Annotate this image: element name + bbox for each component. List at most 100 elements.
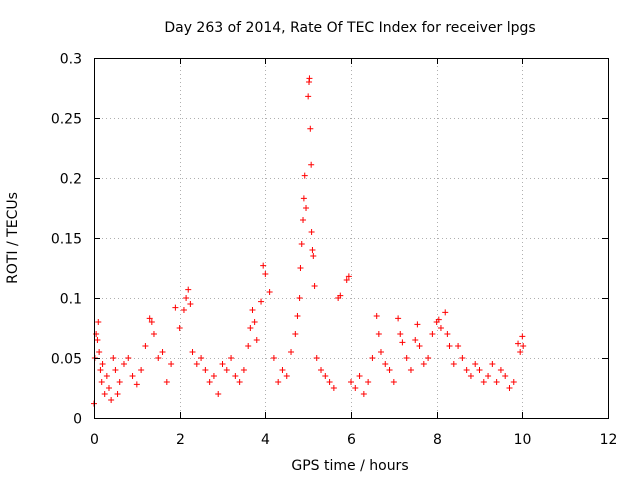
- data-point: [258, 298, 265, 305]
- data-point: [99, 361, 106, 367]
- data-point: [412, 337, 419, 343]
- data-point: [251, 319, 258, 325]
- data-point: [510, 379, 517, 385]
- data-point: [176, 325, 183, 331]
- data-point: [382, 361, 389, 367]
- data-point: [219, 361, 226, 367]
- data-point: [480, 379, 487, 385]
- data-point: [94, 337, 101, 343]
- data-point: [343, 277, 350, 283]
- data-point: [228, 355, 235, 361]
- x-tick-label: 10: [514, 432, 532, 448]
- data-point: [292, 331, 299, 337]
- data-point: [223, 367, 230, 373]
- data-point: [103, 373, 110, 379]
- data-point: [294, 313, 301, 319]
- data-point: [506, 385, 513, 391]
- data-point: [129, 373, 136, 379]
- data-point: [249, 307, 256, 313]
- data-point: [416, 343, 423, 349]
- y-tick-label: 0.05: [51, 352, 82, 368]
- data-point: [390, 379, 397, 385]
- data-point: [467, 373, 474, 379]
- data-point: [497, 367, 504, 373]
- data-point: [155, 355, 162, 361]
- data-point: [301, 172, 308, 179]
- data-point: [459, 355, 466, 361]
- x-tick-label: 4: [261, 432, 270, 448]
- data-point: [168, 361, 175, 367]
- data-point: [97, 367, 104, 373]
- data-point: [407, 367, 414, 373]
- data-point: [215, 391, 222, 397]
- data-point: [395, 315, 402, 322]
- x-tick-label: 0: [90, 432, 99, 448]
- data-point: [472, 361, 479, 367]
- data-point: [502, 373, 509, 379]
- data-point: [444, 331, 451, 337]
- data-point: [360, 391, 367, 397]
- data-point: [138, 367, 145, 373]
- data-point: [373, 313, 380, 319]
- y-tick-label: 0.3: [60, 52, 82, 68]
- data-point: [305, 93, 312, 100]
- data-point: [279, 367, 286, 373]
- data-points: [91, 75, 527, 407]
- data-point: [318, 367, 325, 373]
- data-point: [275, 379, 282, 385]
- data-point: [306, 75, 313, 82]
- x-tick-label: 6: [347, 432, 356, 448]
- data-point: [300, 217, 307, 223]
- data-point: [442, 309, 449, 316]
- data-point: [397, 331, 404, 337]
- data-point: [435, 316, 442, 323]
- data-point: [232, 373, 239, 379]
- data-point: [189, 349, 196, 355]
- data-point: [297, 265, 304, 271]
- y-tick-label: 0.2: [60, 172, 82, 188]
- data-point: [308, 161, 315, 168]
- data-point: [110, 355, 117, 361]
- chart-title: Day 263 of 2014, Rate Of TEC Index for r…: [164, 20, 535, 36]
- data-point: [356, 373, 363, 379]
- data-point: [116, 379, 123, 385]
- data-point: [337, 292, 344, 299]
- data-point: [172, 304, 179, 311]
- data-point: [345, 273, 352, 280]
- data-point: [308, 229, 315, 235]
- data-point: [262, 271, 269, 277]
- data-point: [98, 379, 105, 385]
- data-point: [146, 315, 153, 322]
- data-point: [403, 355, 410, 361]
- data-point: [310, 253, 317, 259]
- data-point: [414, 321, 421, 328]
- data-point: [348, 379, 354, 385]
- data-point: [399, 339, 406, 346]
- data-point: [288, 349, 295, 355]
- data-point: [450, 361, 457, 367]
- data-point: [300, 195, 307, 202]
- data-point: [303, 205, 310, 211]
- data-point: [420, 361, 427, 367]
- data-point: [150, 331, 157, 337]
- data-point: [517, 349, 524, 355]
- data-point: [446, 343, 453, 349]
- data-point: [437, 325, 444, 331]
- data-point: [193, 361, 200, 367]
- data-point: [125, 355, 132, 361]
- y-axis-label: ROTI / TECUs: [5, 192, 21, 284]
- y-tick-label: 0.1: [60, 292, 82, 308]
- data-point: [369, 355, 376, 361]
- y-tick-label: 0: [73, 412, 82, 428]
- data-point: [307, 125, 314, 132]
- data-point: [455, 343, 462, 349]
- x-tick-label: 2: [176, 432, 185, 448]
- data-point: [386, 367, 393, 373]
- data-point: [326, 379, 333, 385]
- data-point: [425, 355, 432, 361]
- data-point: [133, 381, 140, 388]
- x-tick-label: 8: [433, 432, 442, 448]
- data-point: [313, 355, 320, 361]
- data-point: [260, 262, 267, 269]
